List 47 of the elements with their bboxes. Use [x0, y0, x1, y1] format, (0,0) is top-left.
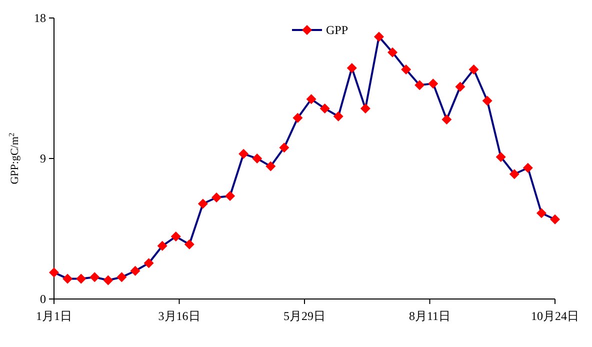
- point: [144, 258, 154, 268]
- point: [522, 162, 533, 173]
- point: [496, 152, 506, 162]
- point: [62, 274, 73, 284]
- legend-label: GPP: [326, 23, 348, 37]
- point: [482, 96, 492, 106]
- x-tick-label: 10月24日: [531, 309, 579, 323]
- point: [414, 80, 425, 90]
- point: [211, 192, 222, 203]
- point: [184, 239, 194, 250]
- point: [306, 94, 316, 104]
- point: [116, 272, 127, 282]
- point: [333, 111, 344, 122]
- x-tick-label: 1月1日: [36, 309, 72, 323]
- point: [49, 267, 59, 278]
- point: [468, 64, 479, 75]
- point: [252, 154, 262, 164]
- point: [238, 148, 249, 159]
- point: [170, 232, 181, 242]
- point: [90, 272, 100, 282]
- point: [130, 266, 140, 276]
- point: [76, 274, 86, 284]
- point: [103, 275, 114, 286]
- x-tick-label: 5月29日: [284, 309, 326, 323]
- point: [455, 82, 466, 92]
- point: [225, 190, 236, 201]
- point: [374, 32, 384, 42]
- point: [536, 208, 546, 218]
- point: [292, 112, 303, 123]
- point: [346, 62, 357, 73]
- point: [266, 161, 276, 172]
- y-tick-label: 9: [40, 152, 46, 166]
- point: [509, 169, 520, 180]
- x-tick-label: 8月11日: [408, 309, 451, 323]
- x-tick-label: 3月16日: [158, 309, 200, 323]
- point: [428, 78, 438, 89]
- y-tick-label: 18: [34, 11, 46, 25]
- point: [442, 114, 452, 124]
- y-tick-label: 0: [40, 292, 46, 306]
- point: [388, 47, 398, 58]
- point: [279, 142, 290, 153]
- point: [360, 104, 370, 114]
- point: [198, 198, 208, 209]
- point: [550, 214, 560, 224]
- point: [401, 64, 412, 75]
- point: [320, 104, 330, 114]
- point: [157, 240, 168, 251]
